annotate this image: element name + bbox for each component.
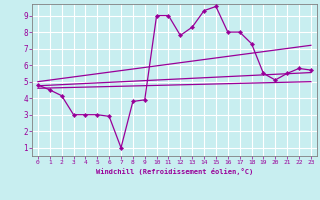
X-axis label: Windchill (Refroidissement éolien,°C): Windchill (Refroidissement éolien,°C) bbox=[96, 168, 253, 175]
